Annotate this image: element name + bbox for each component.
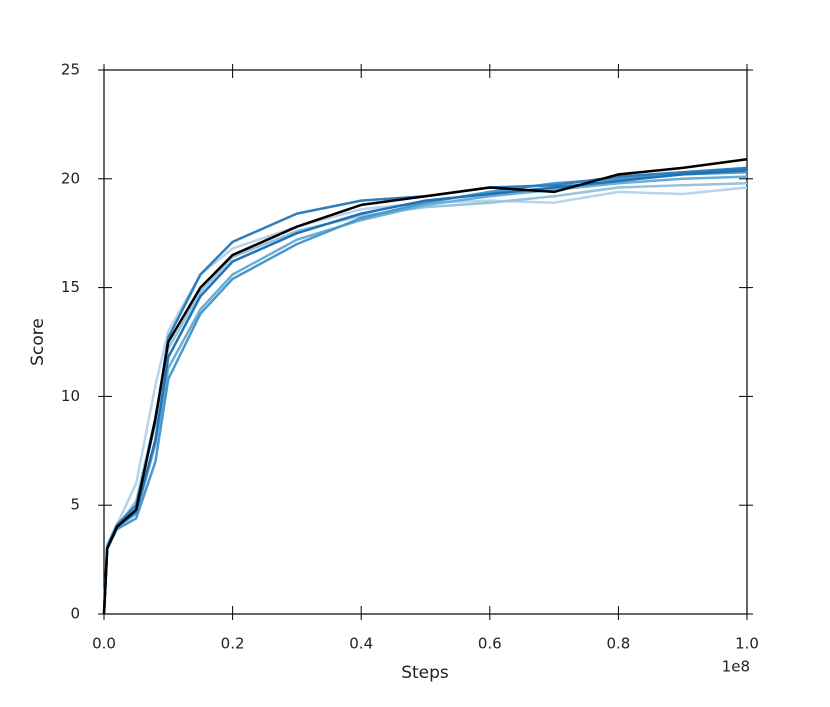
y-tick-label: 15 (61, 278, 80, 296)
y-tick-label: 0 (70, 605, 80, 623)
series-line (102, 175, 748, 615)
x-axis-label: Steps (401, 663, 449, 683)
series-line (102, 157, 748, 615)
x-tick-label: 0.0 (92, 635, 116, 653)
series-line (102, 181, 748, 615)
series-line (102, 168, 748, 615)
series-line (102, 186, 748, 615)
plot-frame (103, 69, 748, 615)
y-axis-label: Score (28, 318, 48, 366)
x-tick-label: 0.2 (221, 635, 245, 653)
x-tick-label: 0.8 (606, 635, 630, 653)
x-tick-label: 0.6 (478, 635, 502, 653)
x-tick-label: 1.0 (735, 635, 759, 653)
y-tick-label: 5 (70, 496, 80, 514)
series-line (102, 171, 748, 615)
series-line (102, 166, 748, 615)
x-offset-label: 1e8 (722, 658, 750, 676)
x-tick-label: 0.4 (349, 635, 373, 653)
y-tick-label: 20 (61, 169, 80, 187)
y-tick-label: 25 (61, 61, 80, 79)
y-tick-label: 10 (61, 387, 80, 405)
